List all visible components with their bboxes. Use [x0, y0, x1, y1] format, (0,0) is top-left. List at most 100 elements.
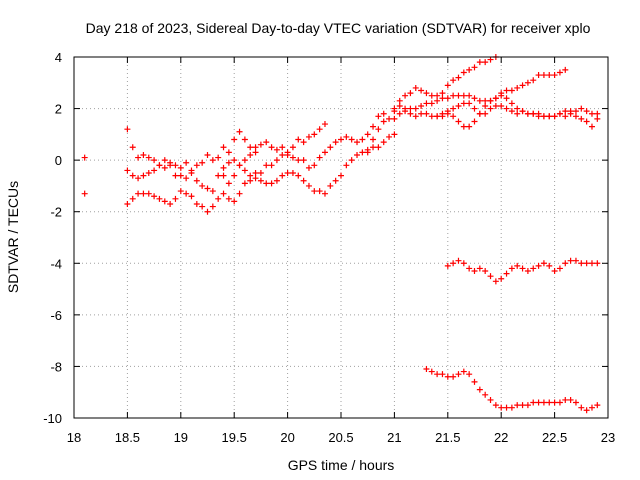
data-point — [396, 102, 403, 109]
data-point — [183, 175, 190, 182]
data-point — [151, 167, 158, 174]
data-point — [460, 368, 467, 375]
data-point — [375, 113, 382, 120]
data-point — [460, 69, 467, 76]
data-point — [492, 102, 499, 109]
data-point — [471, 64, 478, 71]
data-point — [215, 195, 222, 202]
data-point — [273, 177, 280, 184]
data-point — [476, 386, 483, 393]
data-point — [471, 105, 478, 112]
data-point — [455, 74, 462, 81]
data-point — [444, 110, 451, 117]
data-point — [578, 105, 585, 112]
data-point — [444, 373, 451, 380]
data-point — [498, 92, 505, 99]
x-tick-label: 18 — [67, 430, 81, 445]
data-point — [594, 260, 601, 267]
data-point — [540, 72, 547, 79]
data-point — [508, 404, 515, 411]
data-point — [193, 162, 200, 169]
data-point — [439, 113, 446, 120]
data-point — [135, 175, 142, 182]
data-point — [354, 139, 361, 146]
data-point — [466, 123, 473, 130]
data-point — [391, 115, 398, 122]
y-tick-label: -6 — [50, 308, 62, 323]
data-point — [295, 172, 302, 179]
data-point — [535, 262, 542, 269]
data-point — [530, 265, 537, 272]
data-point — [225, 180, 232, 187]
data-point — [556, 110, 563, 117]
data-point — [562, 108, 569, 115]
data-point — [386, 115, 393, 122]
data-point — [375, 126, 382, 133]
x-tick-label: 23 — [601, 430, 615, 445]
data-point — [289, 144, 296, 151]
data-point — [375, 144, 382, 151]
series-sat-a — [81, 154, 88, 197]
chart-title: Day 218 of 2023, Sidereal Day-to-day VTE… — [86, 20, 591, 36]
x-tick-label: 21 — [387, 430, 401, 445]
data-series — [81, 54, 601, 414]
data-point — [284, 149, 291, 156]
data-point — [535, 113, 542, 120]
series-sat-j — [444, 257, 601, 285]
data-point — [439, 371, 446, 378]
data-point — [503, 87, 510, 94]
data-point — [583, 407, 590, 414]
data-point — [503, 95, 510, 102]
data-point — [311, 131, 318, 138]
data-point — [524, 110, 531, 117]
data-point — [508, 100, 515, 107]
y-axis-ticks: -10 -8 -6 -4 -2 0 2 4 — [43, 50, 608, 426]
data-point — [161, 164, 168, 171]
data-point — [311, 162, 318, 169]
data-point — [578, 260, 585, 267]
data-point — [263, 162, 270, 169]
data-point — [572, 113, 579, 120]
data-point — [252, 170, 259, 177]
data-point — [220, 190, 227, 197]
data-point — [252, 144, 259, 151]
data-point — [348, 136, 355, 143]
data-point — [348, 157, 355, 164]
data-point — [220, 164, 227, 171]
data-point — [530, 399, 537, 406]
data-point — [209, 157, 216, 164]
data-point — [407, 110, 414, 117]
data-point — [188, 170, 195, 177]
data-point — [204, 208, 211, 215]
data-point — [551, 72, 558, 79]
data-point — [215, 172, 222, 179]
data-point — [305, 133, 312, 140]
data-point — [412, 113, 419, 120]
data-point — [492, 402, 499, 409]
data-point — [556, 69, 563, 76]
data-point — [151, 193, 158, 200]
data-point — [295, 136, 302, 143]
data-point — [455, 118, 462, 125]
data-point — [444, 82, 451, 89]
data-point — [508, 87, 515, 94]
x-tick-label: 22 — [494, 430, 508, 445]
data-point — [289, 154, 296, 161]
data-point — [327, 182, 334, 189]
data-point — [460, 100, 467, 107]
data-point — [316, 154, 323, 161]
x-tick-label: 20.5 — [328, 430, 353, 445]
data-point — [257, 141, 264, 148]
x-tick-label: 19 — [174, 430, 188, 445]
data-point — [209, 188, 216, 195]
y-tick-label: -8 — [50, 359, 62, 374]
data-point — [231, 136, 238, 143]
data-point — [439, 90, 446, 97]
data-point — [135, 190, 142, 197]
data-point — [530, 110, 537, 117]
data-point — [241, 180, 248, 187]
data-point — [460, 92, 467, 99]
data-point — [129, 195, 136, 202]
data-point — [594, 402, 601, 409]
data-point — [423, 366, 430, 373]
